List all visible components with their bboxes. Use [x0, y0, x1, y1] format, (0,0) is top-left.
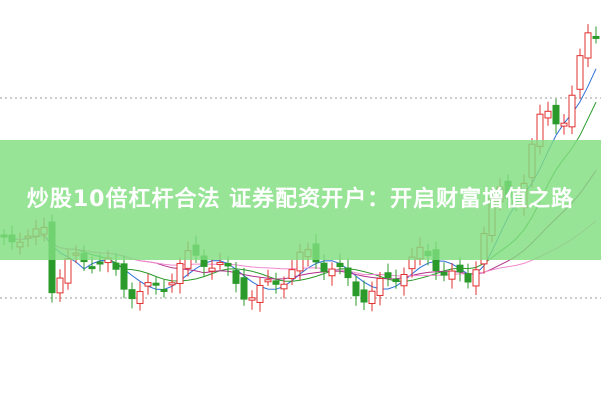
candle-body	[392, 278, 400, 283]
candle-body	[208, 267, 216, 272]
candle-body	[128, 289, 136, 300]
candle-body	[328, 268, 336, 277]
title: 炒股10倍杠杆合法 证券配资开户：开启财富增值之路	[26, 187, 575, 212]
candle-body	[440, 271, 448, 276]
candle-body	[576, 55, 584, 90]
candle-body	[544, 110, 552, 119]
candle-body	[352, 281, 360, 297]
candle-body	[144, 282, 152, 287]
candle-body	[472, 269, 480, 287]
candle-body	[232, 270, 240, 284]
candle-body	[584, 32, 592, 59]
candle-body	[280, 283, 288, 290]
candle-body	[160, 288, 168, 292]
candle-body	[592, 35, 600, 39]
candle-body	[88, 266, 96, 270]
candle-body	[400, 273, 408, 287]
title-banner: 炒股10倍杠杆合法 证券配资开户：开启财富增值之路	[0, 140, 601, 260]
candle-body	[336, 262, 344, 268]
candle-body	[464, 273, 472, 283]
candle-body	[384, 272, 392, 279]
candle-body	[224, 262, 232, 267]
candle-body	[264, 279, 272, 283]
candle-body	[96, 261, 104, 265]
candle-body	[448, 270, 456, 280]
candle-body	[456, 264, 464, 273]
candle-body	[152, 282, 160, 286]
candle-body	[368, 290, 376, 305]
candle-body	[568, 94, 576, 128]
candle-body	[376, 278, 384, 296]
candle-body	[168, 282, 176, 286]
candle-body	[360, 289, 368, 303]
candle-body	[112, 262, 120, 270]
candle-body	[344, 267, 352, 279]
candle-body	[64, 258, 72, 284]
candle-body	[552, 104, 560, 125]
candle-body	[120, 263, 128, 290]
candle-body	[56, 277, 64, 294]
candle-body	[288, 269, 296, 280]
candle-body	[176, 263, 184, 285]
candle-body	[320, 262, 328, 272]
candle-body	[240, 277, 248, 300]
candle-body	[560, 122, 568, 127]
candle-body	[272, 280, 280, 285]
candle-body	[216, 262, 224, 266]
candle-body	[248, 297, 256, 301]
candle-body	[256, 284, 264, 303]
candle-body	[136, 291, 144, 304]
